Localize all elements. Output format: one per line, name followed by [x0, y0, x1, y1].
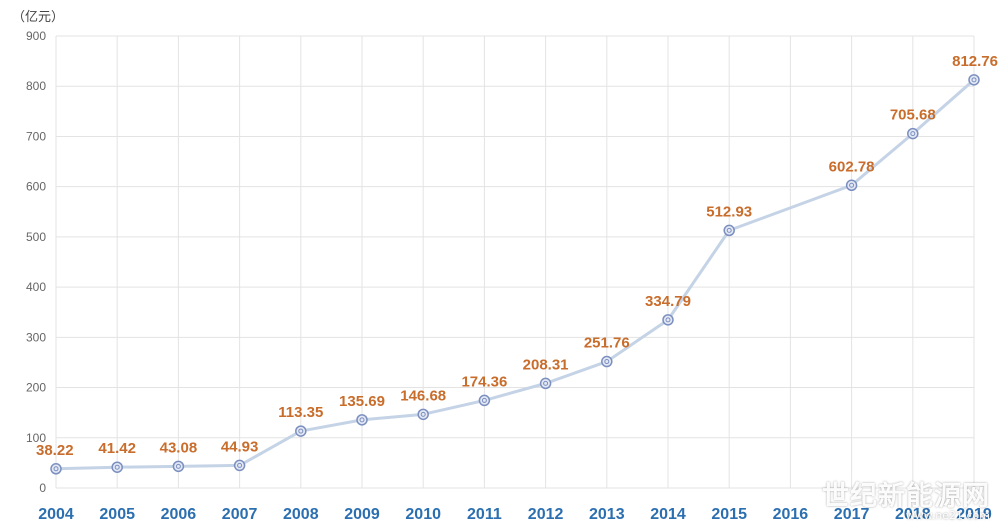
series-polyline	[55, 78, 975, 471]
y-tick-label: 500	[26, 230, 46, 244]
data-point	[662, 314, 674, 326]
data-point	[723, 224, 735, 237]
data-point-core	[849, 182, 855, 188]
y-tick-label: 600	[26, 180, 46, 194]
data-label: 43.08	[160, 439, 198, 456]
data-point	[601, 355, 613, 368]
x-tick-label: 2009	[344, 506, 380, 523]
x-tick-label: 2016	[773, 506, 809, 523]
data-point	[845, 179, 858, 192]
data-point	[417, 408, 429, 421]
data-label: 135.69	[339, 393, 385, 410]
y-tick-label: 400	[26, 280, 46, 294]
data-point	[111, 461, 123, 473]
data-point	[539, 377, 552, 390]
data-point	[907, 127, 919, 140]
data-point	[233, 459, 246, 472]
x-axis-ticks: 2004 2005 2006 2007 2008 2009 2010 2011 2012 2013…	[38, 506, 992, 523]
x-tick-label: 2015	[711, 506, 747, 523]
data-label: 146.68	[400, 387, 446, 404]
data-point-core	[114, 464, 120, 470]
data-point-core	[604, 359, 610, 365]
x-tick-label: 2007	[222, 506, 258, 523]
data-label: 334.79	[645, 293, 691, 310]
series-line	[55, 78, 975, 471]
data-label: 174.36	[461, 373, 507, 390]
data-label: 41.42	[98, 440, 136, 457]
data-label: 602.78	[829, 158, 875, 175]
series-markers	[50, 74, 980, 475]
data-point	[50, 463, 62, 475]
data-label: 208.31	[523, 356, 569, 373]
data-label: 38.22	[36, 442, 74, 459]
y-tick-label: 0	[39, 481, 46, 495]
y-tick-label: 800	[26, 79, 46, 93]
y-axis-ticks: 0 100 200 300 400 500 600 700 800 900	[26, 29, 46, 495]
data-point-core	[971, 77, 977, 83]
y-tick-label: 900	[26, 29, 46, 43]
x-tick-label: 2013	[589, 506, 625, 523]
x-tick-label: 2018	[895, 506, 931, 523]
data-label: 812.76	[952, 53, 998, 70]
data-point-core	[543, 380, 549, 386]
data-point-core	[665, 317, 671, 323]
data-label: 705.68	[890, 107, 936, 124]
data-point-core	[726, 227, 732, 233]
x-tick-label: 2004	[38, 506, 74, 523]
data-point-core	[237, 462, 243, 468]
data-label: 113.35	[278, 404, 323, 421]
x-tick-label: 2008	[283, 506, 319, 523]
y-tick-label: 300	[26, 330, 46, 344]
x-tick-label: 2011	[467, 506, 502, 523]
x-tick-label: 2012	[528, 506, 564, 523]
data-point-core	[420, 411, 426, 417]
x-tick-label: 2014	[650, 506, 686, 523]
data-label: 512.93	[706, 203, 752, 220]
x-tick-label: 2006	[161, 506, 197, 523]
data-point-core	[359, 417, 365, 423]
y-tick-label: 200	[26, 381, 46, 395]
data-label: 44.93	[221, 438, 259, 455]
y-tick-label: 100	[26, 431, 46, 445]
value-labels: 38.22 41.42 43.08 44.93 113.35 135.69 146.68 17…	[36, 53, 998, 459]
data-point	[478, 394, 491, 407]
x-tick-label: 2005	[99, 506, 135, 523]
x-tick-label: 2010	[405, 506, 441, 523]
data-label: 251.76	[584, 335, 630, 352]
data-point	[968, 74, 980, 86]
data-point	[172, 460, 185, 473]
x-tick-label: 2017	[834, 506, 870, 523]
data-point-core	[298, 428, 304, 434]
data-point-core	[53, 466, 59, 472]
data-point-core	[175, 463, 181, 469]
x-tick-label: 2019	[956, 506, 992, 523]
data-point-core	[910, 131, 916, 137]
y-tick-label: 700	[26, 129, 46, 143]
data-point-core	[481, 397, 487, 403]
y-unit-label: （亿元）	[12, 10, 65, 25]
data-point	[295, 425, 307, 437]
grid	[55, 35, 975, 489]
data-point	[356, 414, 368, 426]
